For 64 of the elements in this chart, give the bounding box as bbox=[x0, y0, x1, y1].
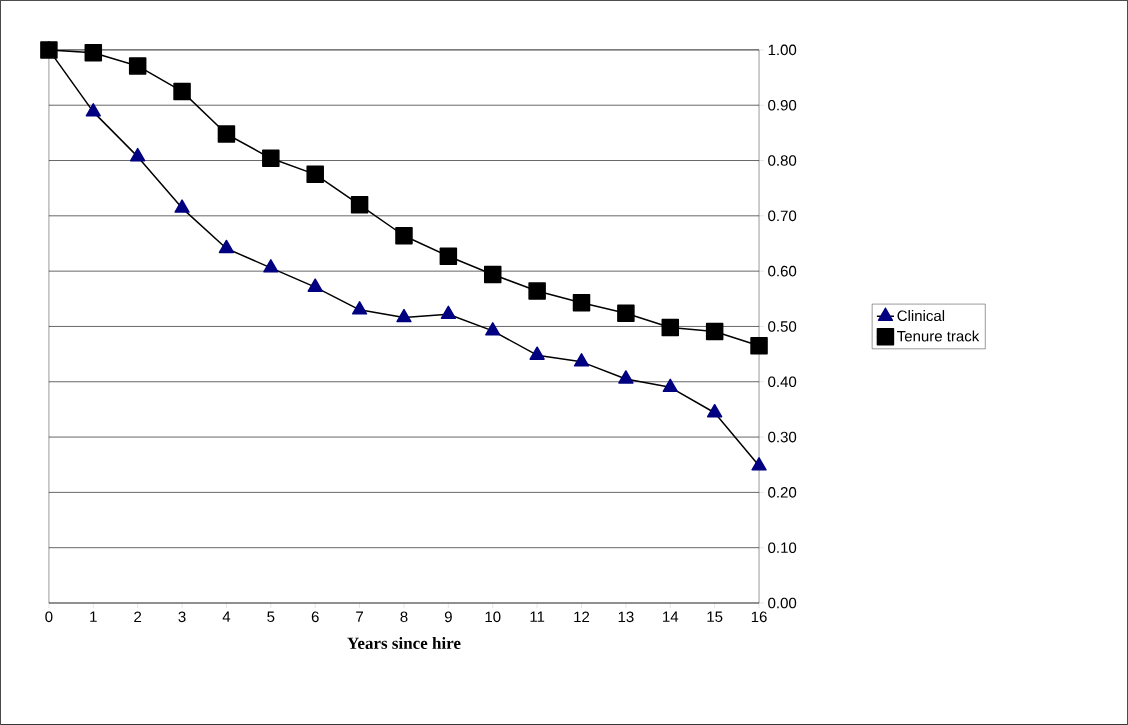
point bbox=[174, 199, 190, 213]
x-tick-label: 14 bbox=[663, 611, 679, 622]
point bbox=[263, 259, 279, 273]
x-tick-label: 4 bbox=[222, 611, 231, 622]
x-tick-label: 0 bbox=[45, 611, 53, 623]
y-tick-label: 0.40 bbox=[768, 376, 797, 388]
point bbox=[396, 308, 412, 323]
point bbox=[395, 227, 413, 245]
x-tick-label: 2 bbox=[134, 611, 142, 623]
point bbox=[706, 404, 723, 418]
point bbox=[483, 265, 502, 284]
point bbox=[84, 43, 103, 62]
point bbox=[130, 147, 146, 162]
point bbox=[705, 322, 724, 341]
x-tick-label: 7 bbox=[356, 611, 364, 622]
point bbox=[750, 337, 768, 355]
point bbox=[572, 293, 591, 312]
point bbox=[128, 57, 147, 75]
x-tick-label: 11 bbox=[530, 611, 545, 622]
x-axis-title: Years since hire bbox=[347, 637, 461, 650]
x-tick-label: 6 bbox=[311, 611, 319, 623]
point bbox=[485, 322, 501, 336]
legend-label: Tenure track bbox=[897, 330, 980, 342]
point bbox=[306, 165, 324, 184]
point bbox=[529, 346, 545, 360]
point bbox=[751, 457, 767, 471]
y-tick-label: 0.10 bbox=[768, 542, 797, 554]
y-tick-label: 0.00 bbox=[768, 597, 797, 609]
y-tick-label: 0.70 bbox=[768, 210, 797, 222]
point bbox=[350, 196, 369, 214]
y-tick-label: 1.00 bbox=[768, 44, 797, 56]
point bbox=[440, 305, 457, 320]
point bbox=[439, 247, 458, 265]
x-tick-label: 8 bbox=[400, 611, 408, 623]
y-tick-label: 0.30 bbox=[768, 431, 797, 443]
point bbox=[262, 149, 280, 168]
point bbox=[661, 318, 680, 337]
y-tick-label: 0.50 bbox=[768, 321, 797, 332]
x-tick-label: 9 bbox=[444, 611, 452, 623]
point bbox=[85, 103, 101, 117]
point bbox=[218, 239, 235, 254]
point bbox=[173, 82, 191, 101]
point bbox=[351, 301, 368, 315]
x-tick-label: 5 bbox=[267, 611, 275, 623]
point bbox=[217, 125, 236, 143]
point bbox=[617, 304, 635, 322]
legend-label: Clinical bbox=[897, 310, 945, 322]
point bbox=[662, 378, 678, 393]
x-tick-label: 16 bbox=[751, 611, 767, 623]
point bbox=[307, 278, 323, 292]
point bbox=[528, 282, 546, 300]
x-tick-label: 13 bbox=[618, 611, 634, 623]
x-tick-label: 15 bbox=[707, 611, 723, 623]
point bbox=[618, 370, 634, 384]
y-tick-label: 0.20 bbox=[768, 487, 797, 498]
x-tick-label: 10 bbox=[485, 611, 501, 623]
y-tick-label: 0.60 bbox=[768, 265, 797, 277]
y-tick-label: 0.80 bbox=[768, 155, 797, 166]
x-tick-label: 3 bbox=[178, 611, 186, 623]
point bbox=[573, 353, 590, 367]
x-tick-label: 12 bbox=[574, 611, 590, 623]
y-tick-label: 0.90 bbox=[768, 99, 797, 111]
x-tick-label: 1 bbox=[90, 611, 97, 622]
point bbox=[40, 41, 58, 59]
